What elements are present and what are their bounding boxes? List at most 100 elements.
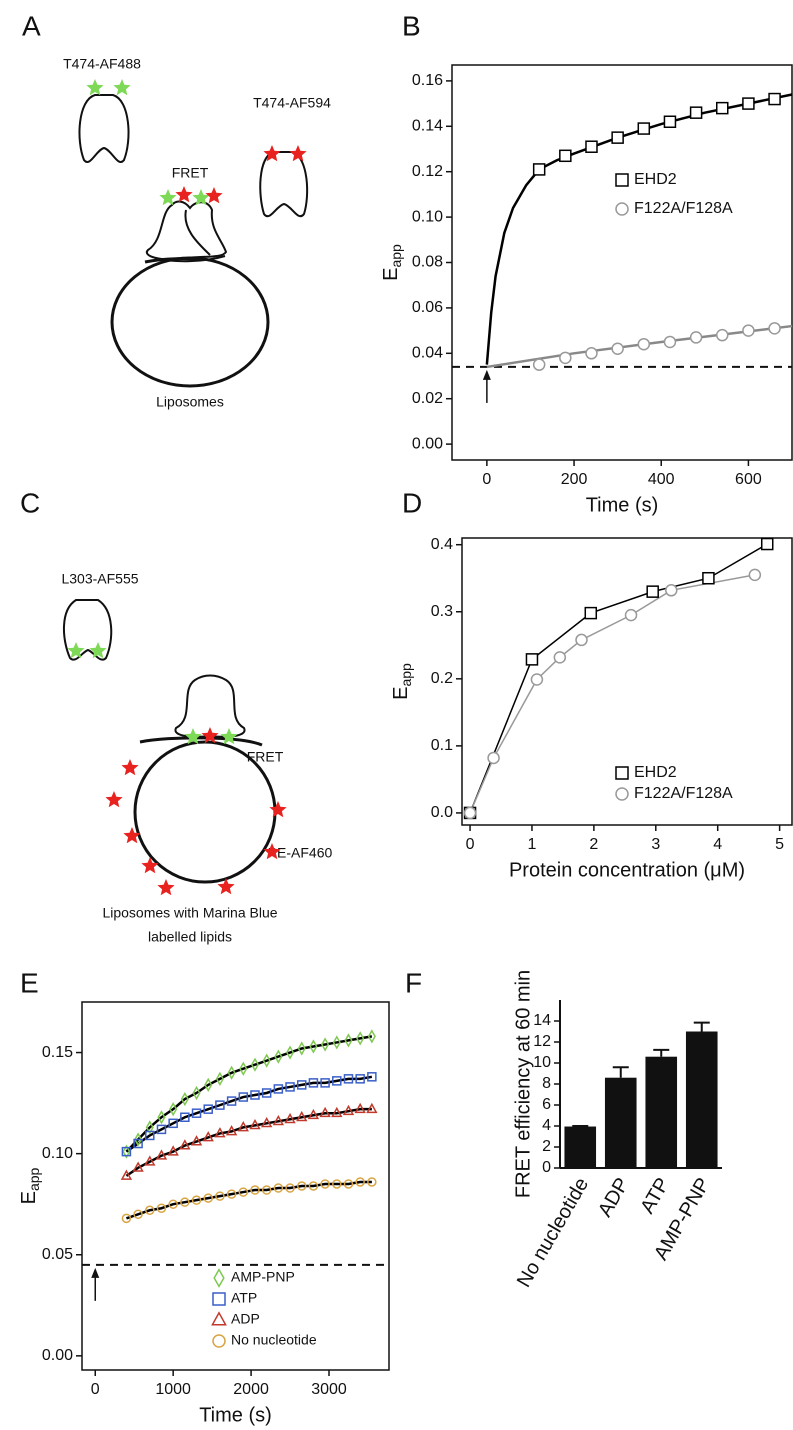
marker — [307, 1108, 320, 1120]
legend-label: EHD2 — [634, 764, 677, 781]
fluorophore-star — [67, 642, 85, 659]
label: FRET — [247, 749, 284, 765]
marker — [308, 1181, 319, 1191]
marker — [716, 101, 729, 115]
marker — [226, 1189, 237, 1199]
x-tick-label: 600 — [735, 471, 762, 488]
marker — [356, 1031, 365, 1046]
panel-label: E — [20, 967, 39, 998]
y-tick-label: 10 — [533, 1054, 551, 1071]
y-axis-label-main: E — [18, 1191, 40, 1204]
y-tick-label: 0.16 — [412, 72, 443, 89]
marker — [145, 1130, 155, 1141]
marker — [180, 1091, 189, 1107]
marker — [354, 1102, 366, 1114]
marker — [367, 1029, 376, 1044]
marker — [211, 1311, 227, 1326]
marker — [225, 1125, 238, 1136]
marker — [716, 328, 729, 342]
marker — [665, 584, 678, 597]
marker — [215, 1191, 225, 1201]
marker — [215, 1100, 225, 1110]
marker — [663, 115, 677, 129]
marker — [760, 537, 774, 551]
marker — [487, 751, 500, 765]
marker — [585, 140, 598, 153]
arrow-head — [482, 369, 491, 380]
fit-line — [485, 93, 793, 365]
y-tick-label: 0.02 — [412, 390, 443, 407]
y-tick-label: 6 — [542, 1096, 551, 1113]
marker — [285, 1045, 295, 1060]
marker — [274, 1049, 283, 1064]
marker — [342, 1104, 355, 1116]
marker — [262, 1053, 271, 1068]
marker — [132, 1161, 144, 1172]
x-tick-label: 1000 — [155, 1381, 191, 1398]
fluorophore-star — [89, 642, 107, 659]
y-tick-label: 0.0 — [431, 804, 453, 821]
marker — [689, 106, 703, 119]
marker — [192, 1085, 201, 1101]
marker — [120, 1169, 133, 1180]
fluorophore-star — [121, 759, 139, 776]
x-tick-label: 5 — [775, 836, 784, 853]
marker — [145, 1120, 154, 1135]
y-axis-label: Eapp — [18, 1167, 41, 1204]
marker — [296, 1080, 307, 1090]
legend-label: F122A/F128A — [634, 785, 733, 802]
marker — [250, 1057, 260, 1072]
y-tick-label: 0.08 — [412, 254, 443, 271]
series-line — [125, 1107, 372, 1177]
plot-frame — [451, 64, 793, 461]
marker — [748, 568, 762, 582]
label: T474-AF488 — [63, 56, 141, 72]
marker — [742, 324, 755, 337]
marker — [532, 163, 546, 176]
marker — [637, 337, 651, 351]
bar — [685, 1031, 718, 1168]
legend-label: ATP — [231, 1290, 257, 1306]
marker — [167, 1145, 179, 1156]
marker — [366, 1102, 378, 1114]
y-tick-label: 0.1 — [431, 737, 453, 754]
y-axis-label: Eapp — [380, 244, 403, 281]
marker — [559, 149, 572, 163]
marker — [227, 1065, 236, 1080]
y-tick-label: 12 — [533, 1033, 551, 1050]
fluorophore-star — [201, 727, 219, 744]
marker — [332, 1035, 341, 1050]
fluorophore-star — [159, 189, 177, 206]
x-axis-label: Protein concentration (μM) — [509, 859, 745, 881]
panel-label: F — [405, 967, 422, 998]
fluorophore-star — [263, 145, 281, 162]
marker — [768, 92, 781, 106]
y-axis-label: Eapp — [390, 663, 413, 700]
y-tick-label: 0.04 — [412, 345, 443, 362]
marker — [157, 1110, 166, 1125]
marker — [212, 1292, 226, 1306]
marker — [133, 1138, 143, 1149]
series-line — [469, 543, 768, 814]
marker — [742, 97, 755, 110]
marker — [615, 787, 629, 801]
marker — [768, 322, 781, 335]
y-tick-label: 0.3 — [431, 603, 453, 620]
panel-label: B — [402, 10, 421, 41]
marker — [615, 202, 629, 216]
marker — [532, 358, 546, 371]
marker — [273, 1084, 284, 1094]
marker — [121, 1146, 132, 1157]
y-axis-label-main: E — [390, 687, 412, 700]
marker — [180, 1112, 190, 1123]
marker — [646, 585, 659, 598]
marker — [624, 608, 638, 622]
x-axis-label: Time (s) — [586, 494, 659, 516]
y-tick-label: 4 — [542, 1117, 551, 1134]
legend-label: EHD2 — [634, 171, 677, 188]
y-tick-label: 0.12 — [412, 163, 443, 180]
marker — [180, 1197, 190, 1207]
marker — [249, 1118, 261, 1130]
x-tick-label: 200 — [561, 471, 588, 488]
fluorophore-star — [184, 728, 202, 745]
